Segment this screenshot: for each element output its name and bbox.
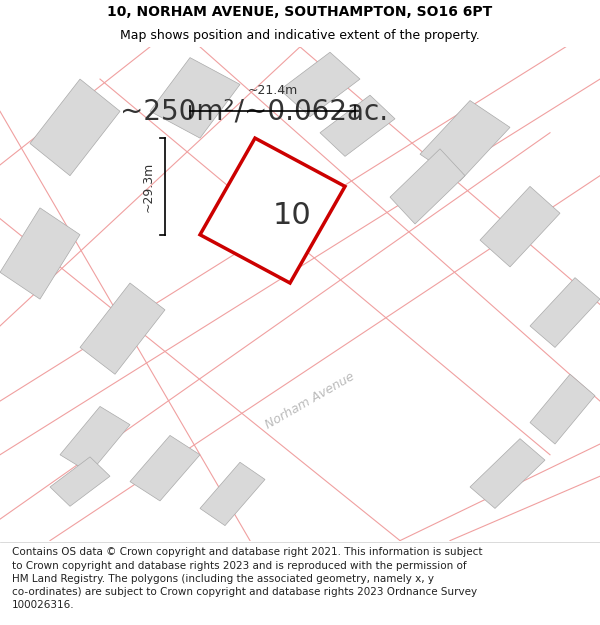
Polygon shape — [420, 101, 510, 181]
Polygon shape — [0, 208, 80, 299]
Text: ~21.4m: ~21.4m — [247, 84, 298, 98]
Text: Norham Avenue: Norham Avenue — [263, 370, 357, 432]
Polygon shape — [470, 439, 545, 508]
Polygon shape — [60, 406, 130, 473]
Polygon shape — [150, 58, 240, 138]
Polygon shape — [530, 278, 600, 348]
Polygon shape — [320, 95, 395, 156]
Text: ~250m²/~0.062ac.: ~250m²/~0.062ac. — [120, 98, 388, 125]
Text: 10: 10 — [273, 201, 312, 231]
Polygon shape — [130, 436, 200, 501]
Polygon shape — [280, 52, 360, 117]
Polygon shape — [390, 149, 465, 224]
Polygon shape — [80, 283, 165, 374]
Polygon shape — [200, 138, 345, 283]
Text: 10, NORHAM AVENUE, SOUTHAMPTON, SO16 6PT: 10, NORHAM AVENUE, SOUTHAMPTON, SO16 6PT — [107, 5, 493, 19]
Text: Contains OS data © Crown copyright and database right 2021. This information is : Contains OS data © Crown copyright and d… — [12, 548, 482, 610]
Polygon shape — [530, 374, 595, 444]
Text: ~29.3m: ~29.3m — [142, 161, 155, 211]
Polygon shape — [480, 186, 560, 267]
Polygon shape — [30, 79, 120, 176]
Text: Map shows position and indicative extent of the property.: Map shows position and indicative extent… — [120, 29, 480, 42]
Polygon shape — [200, 462, 265, 526]
Polygon shape — [50, 457, 110, 506]
